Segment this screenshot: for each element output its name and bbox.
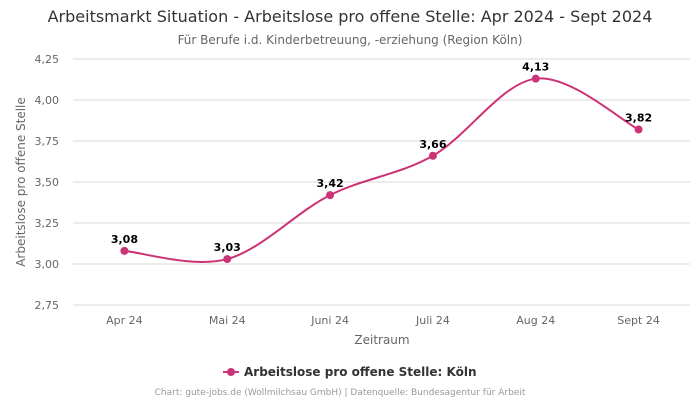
legend-marker-icon — [227, 368, 235, 376]
data-label: 3,82 — [625, 112, 652, 125]
data-point[interactable] — [634, 125, 643, 134]
data-label: 3,66 — [419, 138, 446, 151]
x-tick-label: Mai 24 — [209, 314, 246, 327]
chart-subtitle: Für Berufe i.d. Kinderbetreuung, -erzieh… — [178, 33, 523, 47]
data-point[interactable] — [428, 151, 437, 160]
legend-label: Arbeitslose pro offene Stelle: Köln — [244, 365, 476, 379]
y-tick-label: 2,75 — [35, 299, 60, 312]
chart-title: Arbeitsmarkt Situation - Arbeitslose pro… — [48, 7, 653, 26]
x-axis-ticks: Apr 24 Mai 24 Juni 24 Juli 24 Aug 24 Sept 24 — [106, 314, 660, 327]
data-point[interactable] — [223, 255, 232, 264]
series-group: 3,08 3,03 3,42 3,66 4,13 3,82 — [111, 61, 652, 264]
x-tick-label: Sept 24 — [617, 314, 660, 327]
data-label: 4,13 — [522, 61, 549, 74]
y-axis-ticks: 2,75 3,00 3,25 3,50 3,75 4,00 4,25 — [35, 53, 60, 312]
grid-lines — [73, 58, 690, 306]
y-tick-label: 3,00 — [35, 258, 60, 271]
y-tick-label: 3,25 — [35, 217, 60, 230]
data-point[interactable] — [120, 246, 129, 255]
y-tick-label: 3,50 — [35, 176, 60, 189]
x-tick-label: Juni 24 — [310, 314, 349, 327]
y-axis-label: Arbeitslose pro offene Stelle — [14, 97, 28, 267]
x-tick-label: Aug 24 — [516, 314, 555, 327]
data-point[interactable] — [531, 74, 540, 83]
data-label: 3,42 — [317, 177, 344, 190]
legend[interactable]: Arbeitslose pro offene Stelle: Köln — [223, 365, 476, 379]
x-axis-label: Zeitraum — [354, 333, 409, 347]
x-tick-label: Apr 24 — [106, 314, 143, 327]
y-tick-label: 3,75 — [35, 135, 60, 148]
y-tick-label: 4,25 — [35, 53, 60, 66]
data-label: 3,03 — [214, 241, 241, 254]
data-point[interactable] — [326, 191, 335, 200]
chart-credits: Chart: gute-jobs.de (Wollmilchsau GmbH) … — [155, 388, 526, 398]
x-tick-label: Juli 24 — [415, 314, 450, 327]
y-tick-label: 4,00 — [35, 94, 60, 107]
data-label: 3,08 — [111, 233, 138, 246]
series-line — [124, 77, 640, 263]
